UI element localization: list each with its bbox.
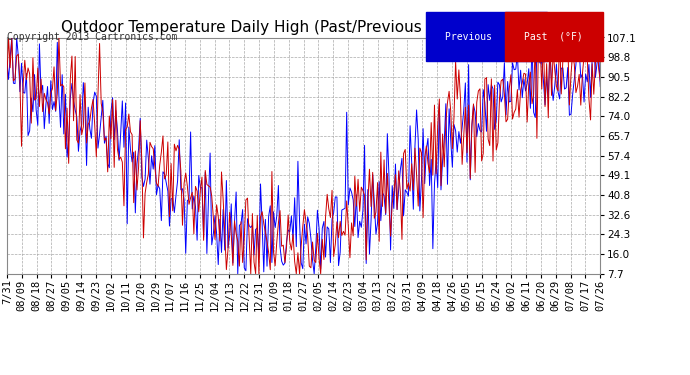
Text: Previous  (°F): Previous (°F) bbox=[445, 32, 527, 42]
Text: Copyright 2013 Cartronics.com: Copyright 2013 Cartronics.com bbox=[7, 32, 177, 42]
Title: Outdoor Temperature Daily High (Past/Previous Year) 20130731: Outdoor Temperature Daily High (Past/Pre… bbox=[61, 20, 546, 35]
Text: Past  (°F): Past (°F) bbox=[524, 32, 583, 42]
